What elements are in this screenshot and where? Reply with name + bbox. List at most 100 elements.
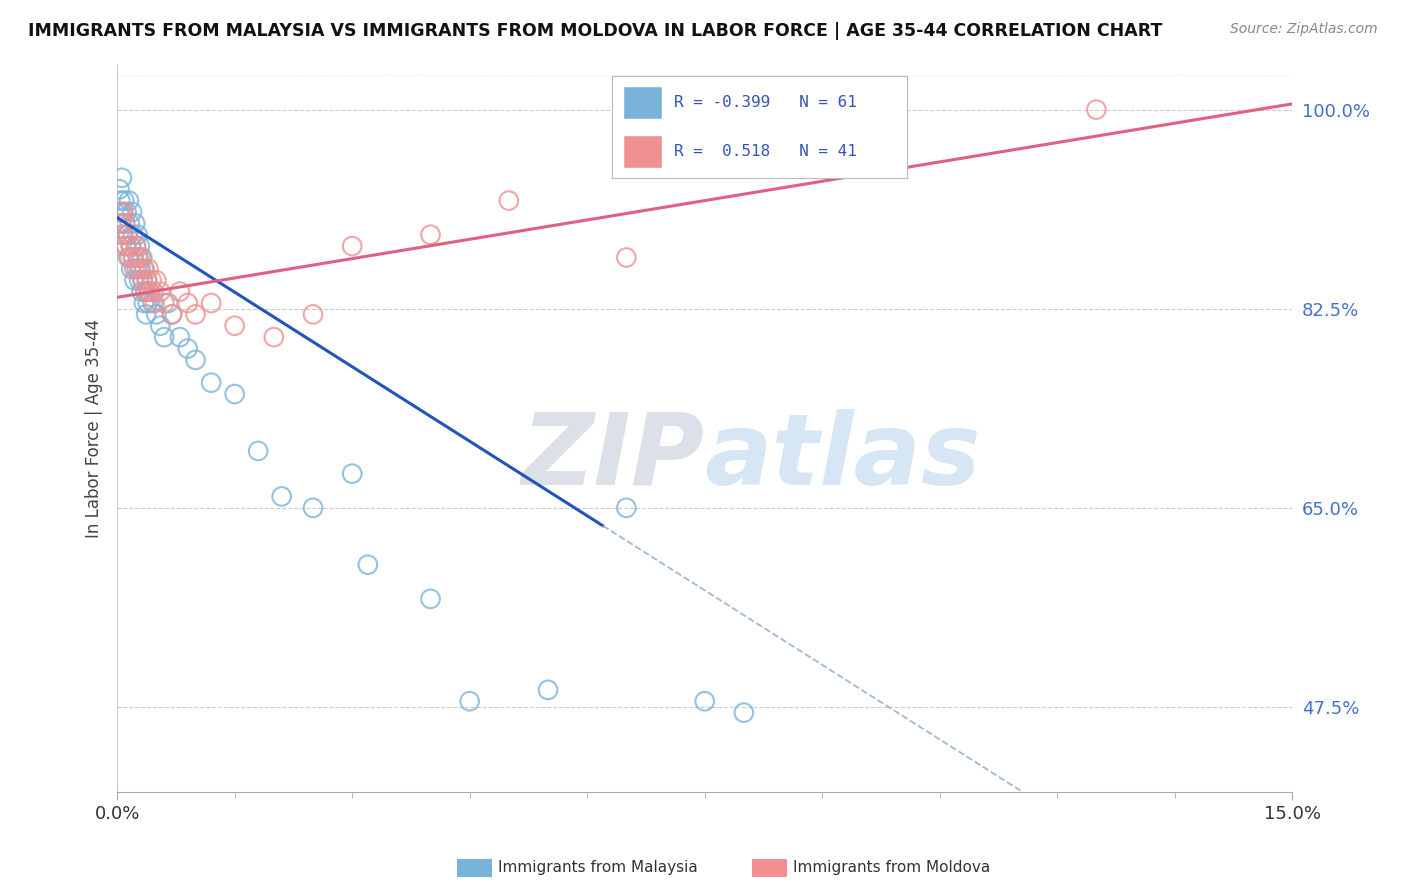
Point (117, 227, 139, 242)
Point (114, 216, 136, 230)
Point (120, 261, 142, 276)
Point (134, 285, 156, 299)
Point (118, 251, 141, 265)
Point (125, 239, 148, 253)
Point (120, 239, 142, 253)
Point (176, 296, 198, 310)
Point (340, 239, 363, 253)
Point (121, 205, 143, 219)
Point (302, 307, 325, 321)
Text: Immigrants from Moldova: Immigrants from Moldova (793, 861, 990, 875)
Point (149, 285, 172, 299)
Point (112, 194, 135, 208)
Point (1085, 103, 1108, 117)
Point (224, 387, 246, 401)
Point (149, 318, 172, 333)
FancyBboxPatch shape (623, 136, 662, 168)
Point (153, 296, 176, 310)
Point (131, 251, 153, 265)
Point (125, 261, 148, 276)
Point (143, 296, 166, 310)
Y-axis label: In Labor Force | Age 35-44: In Labor Force | Age 35-44 (86, 318, 103, 538)
Point (131, 273, 153, 287)
Point (135, 307, 157, 321)
Point (169, 285, 191, 299)
Point (129, 239, 152, 253)
Point (114, 239, 136, 253)
Point (537, 682, 560, 697)
Point (131, 285, 153, 299)
Point (115, 205, 138, 219)
Point (160, 307, 183, 321)
Point (263, 330, 285, 344)
Point (121, 227, 143, 242)
Text: Immigrants from Malaysia: Immigrants from Malaysia (498, 861, 697, 875)
Point (122, 251, 145, 265)
Point (112, 205, 135, 219)
Point (141, 296, 163, 310)
Point (138, 285, 160, 299)
Point (107, 205, 129, 219)
Text: Source: ZipAtlas.com: Source: ZipAtlas.com (1230, 22, 1378, 37)
Point (614, 251, 637, 265)
Point (419, 591, 441, 606)
Point (134, 285, 156, 299)
Point (136, 296, 159, 310)
Point (169, 330, 191, 344)
Point (136, 273, 159, 287)
Text: ZIP: ZIP (522, 409, 704, 506)
Point (120, 239, 142, 253)
Point (498, 194, 520, 208)
Point (114, 216, 136, 230)
Point (132, 261, 155, 276)
Point (128, 273, 150, 287)
Point (124, 216, 146, 230)
Point (693, 694, 716, 708)
Text: R =  0.518   N = 41: R = 0.518 N = 41 (673, 145, 856, 160)
Point (112, 227, 135, 242)
Text: IMMIGRANTS FROM MALAYSIA VS IMMIGRANTS FROM MOLDOVA IN LABOR FORCE | AGE 35-44 C: IMMIGRANTS FROM MALAYSIA VS IMMIGRANTS F… (28, 22, 1163, 40)
Point (357, 558, 380, 572)
Point (458, 694, 481, 708)
Point (132, 296, 155, 310)
Point (141, 273, 163, 287)
Point (614, 500, 637, 515)
Point (110, 194, 132, 208)
Point (270, 490, 292, 504)
Point (184, 307, 207, 321)
Point (129, 251, 152, 265)
Point (110, 205, 132, 219)
Point (117, 227, 139, 242)
Point (121, 251, 143, 265)
Point (110, 216, 132, 230)
Point (134, 261, 156, 276)
Point (107, 239, 129, 253)
Point (111, 227, 134, 242)
Point (139, 285, 162, 299)
Point (136, 273, 159, 287)
Point (153, 330, 176, 344)
Point (108, 182, 131, 196)
Point (117, 251, 139, 265)
Point (302, 500, 325, 515)
Point (419, 227, 441, 242)
Text: R = -0.399   N = 61: R = -0.399 N = 61 (673, 95, 856, 110)
Point (142, 285, 165, 299)
Point (200, 296, 222, 310)
Point (128, 261, 150, 276)
Point (176, 342, 198, 356)
Text: atlas: atlas (704, 409, 981, 506)
Point (111, 170, 134, 185)
Point (110, 216, 132, 230)
Point (184, 352, 207, 367)
Point (124, 261, 146, 276)
Point (138, 261, 160, 276)
Point (145, 273, 167, 287)
Point (340, 467, 363, 481)
Point (160, 307, 183, 321)
Point (145, 307, 167, 321)
Point (124, 273, 146, 287)
Point (118, 194, 141, 208)
Point (115, 239, 138, 253)
Point (132, 273, 155, 287)
